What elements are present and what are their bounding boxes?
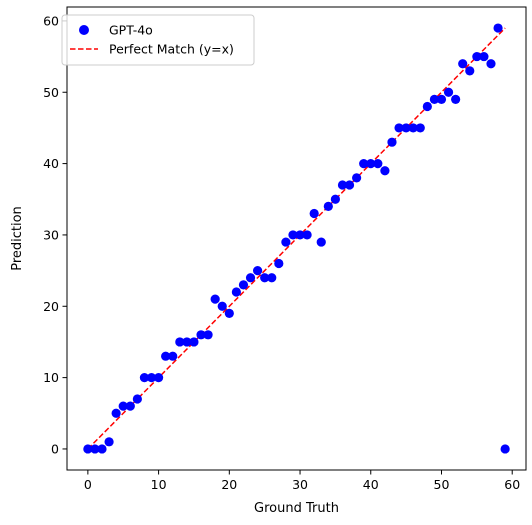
data-point [359,158,369,169]
data-point [182,337,192,347]
x-axis-label: Ground Truth [254,501,339,516]
data-point [168,351,178,361]
data-point [500,444,510,454]
data-point [90,444,100,454]
x-tick-label: 10 [151,477,167,492]
y-tick-label: 50 [43,85,59,100]
data-point [309,208,319,219]
legend-label-gpt-4o: GPT-4o [109,23,153,38]
data-point [175,337,185,347]
data-point [253,266,263,276]
data-point [436,94,447,104]
data-point [330,194,340,204]
x-axis-ticks: 0 10 20 30 40 50 60 [84,470,520,492]
data-point [472,51,482,62]
data-point [380,166,390,176]
data-point [422,101,432,112]
data-point [196,330,206,340]
data-point [443,87,454,97]
data-point [408,123,418,133]
x-tick-label: 60 [504,477,520,492]
data-point [288,230,298,240]
data-point [125,401,135,411]
data-point [465,66,475,76]
data-point [274,258,284,269]
data-point [401,123,411,133]
data-point [245,273,256,283]
data-point [337,180,348,190]
data-point [111,408,121,418]
data-point [210,294,220,304]
legend-box [61,14,255,66]
data-point [104,437,114,447]
legend: GPT-4o Perfect Match (y=x) [61,14,255,66]
data-point [260,273,270,283]
data-point [366,158,376,169]
data-point [281,237,291,247]
data-point [316,237,326,247]
data-point [415,123,425,133]
data-point [161,351,171,361]
data-point [267,273,277,283]
data-point [302,230,312,240]
data-point [83,444,93,454]
x-tick-label: 20 [221,477,237,492]
y-tick-label: 40 [43,156,59,171]
y-tick-label: 10 [43,370,59,385]
data-point [352,173,362,183]
x-tick-label: 50 [434,477,450,492]
data-point [118,401,128,411]
data-point [394,123,404,133]
data-point [458,59,468,69]
data-point [373,158,383,169]
data-point [323,201,333,211]
data-point [139,373,150,383]
y-tick-label: 30 [43,227,59,242]
data-point [493,23,503,33]
y-tick-label: 60 [43,13,59,28]
y-tick-label: 0 [51,441,59,456]
data-point [217,301,227,311]
x-tick-label: 0 [84,477,92,492]
data-point [295,230,305,240]
data-point [429,94,440,104]
legend-marker-gpt-4o [79,25,89,35]
legend-label-perfect-match: Perfect Match (y=x) [109,42,234,57]
x-tick-label: 40 [363,477,379,492]
data-point [486,59,496,69]
data-point [97,444,107,454]
data-point [238,280,249,290]
data-point [344,180,355,190]
data-point [451,94,461,104]
data-point [203,330,213,340]
data-point [224,308,234,319]
data-point [153,373,164,383]
data-point [132,394,142,404]
data-point [146,373,157,383]
data-point [387,137,397,147]
scatter-points-layer [83,23,510,454]
y-axis-label: Prediction [10,206,25,271]
data-point [479,51,489,62]
data-point [189,337,199,347]
y-tick-label: 20 [43,299,59,314]
x-tick-label: 30 [292,477,308,492]
data-point [231,287,241,297]
plot-frame [66,6,527,471]
y-axis-ticks: 0 10 20 30 40 50 60 [43,13,67,456]
